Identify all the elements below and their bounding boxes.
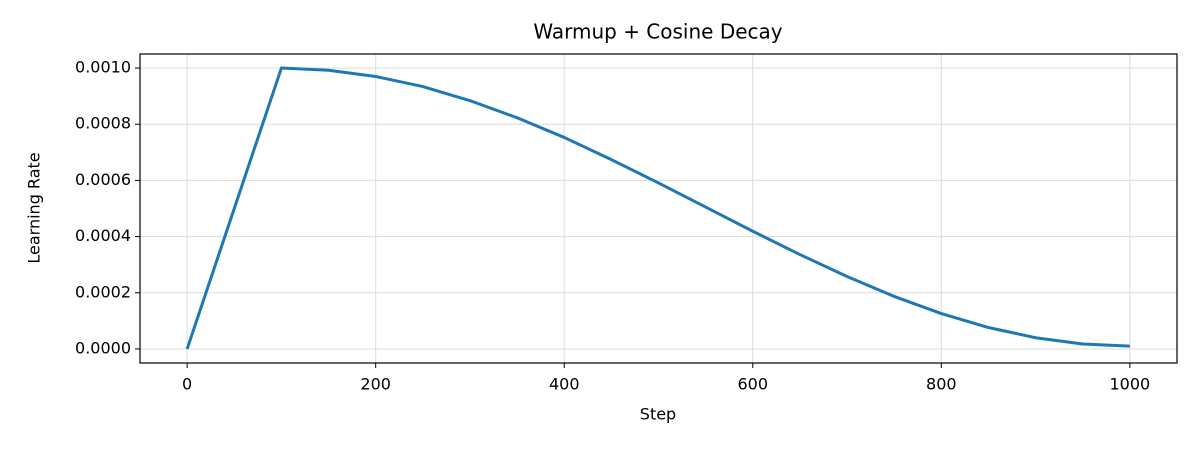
- x-tick-label: 400: [549, 375, 580, 394]
- y-axis-label: Learning Rate: [25, 152, 44, 263]
- y-tick-label: 0.0008: [75, 114, 131, 133]
- y-tick-label: 0.0006: [75, 170, 131, 189]
- x-tick-label: 800: [926, 375, 957, 394]
- y-tick-label: 0.0004: [75, 226, 131, 245]
- x-tick-label: 0: [182, 375, 192, 394]
- line-series: [185, 66, 1130, 350]
- y-tick-label: 0.0000: [75, 338, 131, 357]
- y-tick-label: 0.0002: [75, 282, 131, 301]
- x-tick-label: 200: [360, 375, 391, 394]
- x-axis-label: Step: [640, 405, 676, 424]
- chart-title: Warmup + Cosine Decay: [533, 20, 782, 44]
- x-tick-label: 600: [737, 375, 768, 394]
- x-tick-label: 1000: [1110, 375, 1151, 394]
- plot-frame: [139, 53, 1178, 364]
- y-tick-label: 0.0010: [75, 58, 131, 77]
